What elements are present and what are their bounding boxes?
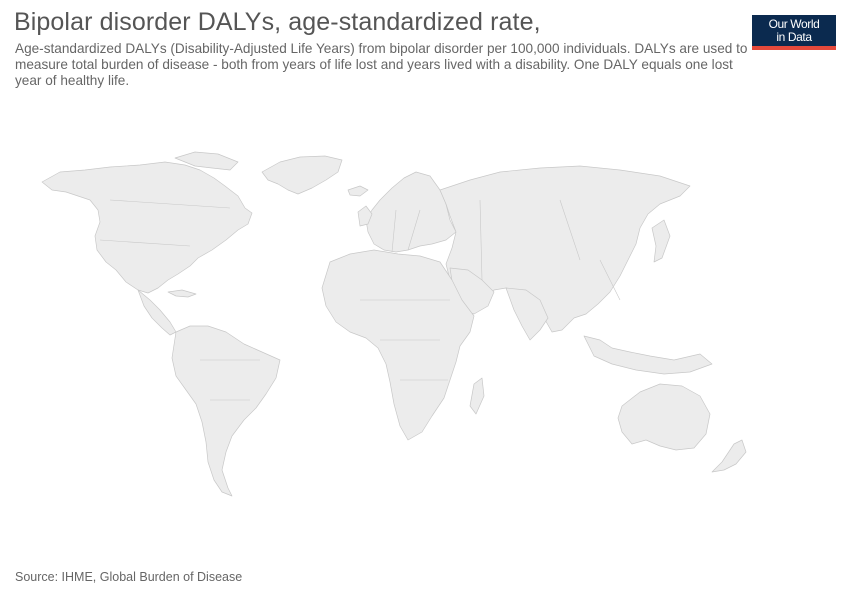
region-japan[interactable] (651, 219, 671, 263)
chart-title: Bipolar disorder DALYs, age-standardized… (14, 8, 541, 36)
region-africa[interactable] (321, 249, 475, 441)
chart-subtitle: Age-standardized DALYs (Disability-Adjus… (15, 41, 748, 88)
region-india[interactable] (505, 287, 549, 341)
region-central-america[interactable] (137, 289, 177, 336)
region-greenland[interactable] (261, 155, 343, 195)
logo-line-2: in Data (776, 30, 812, 44)
logo-accent-bar (752, 46, 836, 50)
region-new-zealand[interactable] (711, 439, 747, 473)
logo-line-1: Our World (768, 17, 820, 31)
region-europe[interactable] (365, 171, 457, 253)
region-maritime-southeast-asia[interactable] (583, 335, 713, 375)
region-north-america[interactable] (41, 161, 253, 294)
region-uk-ireland[interactable] (357, 205, 373, 227)
region-madagascar[interactable] (469, 377, 485, 415)
region-canadian-arctic[interactable] (174, 151, 239, 171)
source-note: Source: IHME, Global Burden of Disease (15, 570, 243, 584)
region-iceland[interactable] (347, 185, 369, 197)
region-australia[interactable] (617, 383, 711, 451)
region-caribbean[interactable] (167, 289, 197, 298)
country-borders (99, 199, 621, 401)
owid-logo[interactable]: Our World in Data (752, 15, 836, 50)
region-south-america[interactable] (171, 325, 281, 497)
